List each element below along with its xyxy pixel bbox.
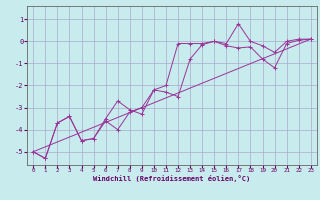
X-axis label: Windchill (Refroidissement éolien,°C): Windchill (Refroidissement éolien,°C) (93, 175, 251, 182)
